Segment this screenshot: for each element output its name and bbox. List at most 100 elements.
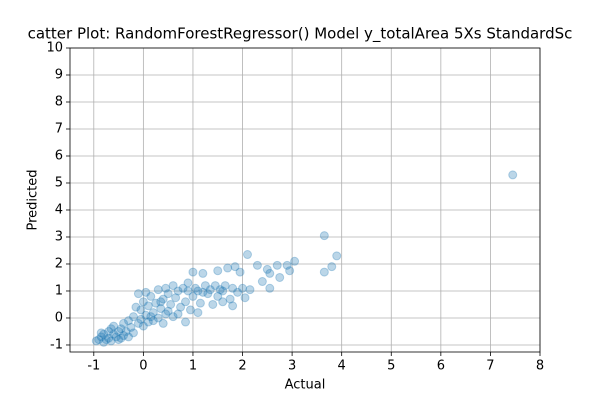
point xyxy=(183,286,193,296)
point xyxy=(319,267,329,277)
point xyxy=(161,309,171,319)
y-tick-label: 7 xyxy=(55,121,63,136)
point xyxy=(195,298,205,308)
point xyxy=(213,266,223,276)
y-tick-label: 6 xyxy=(55,148,63,163)
point xyxy=(252,260,262,270)
point xyxy=(114,335,124,345)
y-tick-label: 9 xyxy=(55,67,63,82)
point xyxy=(327,262,337,272)
x-tick-label: 5 xyxy=(387,359,395,374)
point xyxy=(124,332,134,342)
point xyxy=(141,287,151,297)
point xyxy=(215,285,225,295)
point xyxy=(119,318,129,328)
point xyxy=(146,312,156,322)
y-tick-label: 3 xyxy=(55,229,63,244)
point xyxy=(171,293,181,303)
point xyxy=(153,285,163,295)
point xyxy=(228,301,238,311)
point xyxy=(128,312,138,322)
point xyxy=(240,293,250,303)
point xyxy=(228,283,238,293)
x-tick-label: 3 xyxy=(288,359,296,374)
point xyxy=(133,318,143,328)
point xyxy=(193,286,203,296)
point xyxy=(116,324,126,334)
y-axis-label: Predicted xyxy=(26,169,41,230)
point xyxy=(148,308,158,318)
point xyxy=(161,283,171,293)
point xyxy=(114,326,124,336)
point xyxy=(119,331,129,341)
point xyxy=(138,297,148,307)
point xyxy=(188,267,198,277)
chart-title: catter Plot: RandomForestRegressor() Mod… xyxy=(28,25,573,44)
point xyxy=(151,298,161,308)
point xyxy=(198,287,208,297)
point xyxy=(141,310,151,320)
y-tick-label: 0 xyxy=(55,310,63,325)
point xyxy=(91,336,101,346)
point xyxy=(205,285,215,295)
point xyxy=(163,289,173,299)
point xyxy=(158,318,168,328)
point xyxy=(183,278,193,288)
point xyxy=(225,294,235,304)
x-tick-label: 0 xyxy=(139,359,147,374)
point xyxy=(94,335,104,345)
point xyxy=(235,267,245,277)
point xyxy=(203,289,213,299)
point xyxy=(106,324,116,334)
y-tick-label: 1 xyxy=(55,283,63,298)
x-tick-label: -1 xyxy=(87,359,100,374)
y-tick-label: -1 xyxy=(50,337,63,352)
point xyxy=(124,316,134,326)
point xyxy=(233,287,243,297)
point xyxy=(265,268,275,278)
point xyxy=(185,305,195,315)
plot-frame xyxy=(69,47,541,353)
point xyxy=(242,250,252,260)
point xyxy=(121,326,131,336)
point xyxy=(275,272,285,282)
point xyxy=(210,281,220,291)
x-tick-label: 1 xyxy=(189,359,197,374)
point xyxy=(116,333,126,343)
point xyxy=(220,281,230,291)
point xyxy=(156,297,166,307)
x-tick-label: 7 xyxy=(486,359,494,374)
point xyxy=(282,260,292,270)
point xyxy=(262,264,272,274)
y-tick-label: 8 xyxy=(55,94,63,109)
point xyxy=(109,329,119,339)
point xyxy=(245,285,255,295)
point xyxy=(146,291,156,301)
point xyxy=(181,317,191,327)
x-tick-label: 2 xyxy=(238,359,246,374)
point xyxy=(168,312,178,322)
y-tick-label: 2 xyxy=(55,256,63,271)
point xyxy=(104,333,114,343)
point xyxy=(143,301,153,311)
point xyxy=(188,291,198,301)
point xyxy=(332,251,342,261)
point xyxy=(508,170,518,180)
point xyxy=(131,302,141,312)
point xyxy=(213,291,223,301)
point xyxy=(181,297,191,307)
point xyxy=(166,299,176,309)
y-tick-label: 5 xyxy=(55,175,63,190)
point xyxy=(163,306,173,316)
point xyxy=(218,297,228,307)
point xyxy=(200,281,210,291)
point xyxy=(173,286,183,296)
point xyxy=(272,260,282,270)
point xyxy=(106,336,116,346)
y-tick-label: 4 xyxy=(55,202,63,217)
point xyxy=(218,286,228,296)
point xyxy=(230,262,240,272)
point xyxy=(319,231,329,241)
point xyxy=(223,263,233,273)
x-tick-label: 4 xyxy=(338,359,346,374)
